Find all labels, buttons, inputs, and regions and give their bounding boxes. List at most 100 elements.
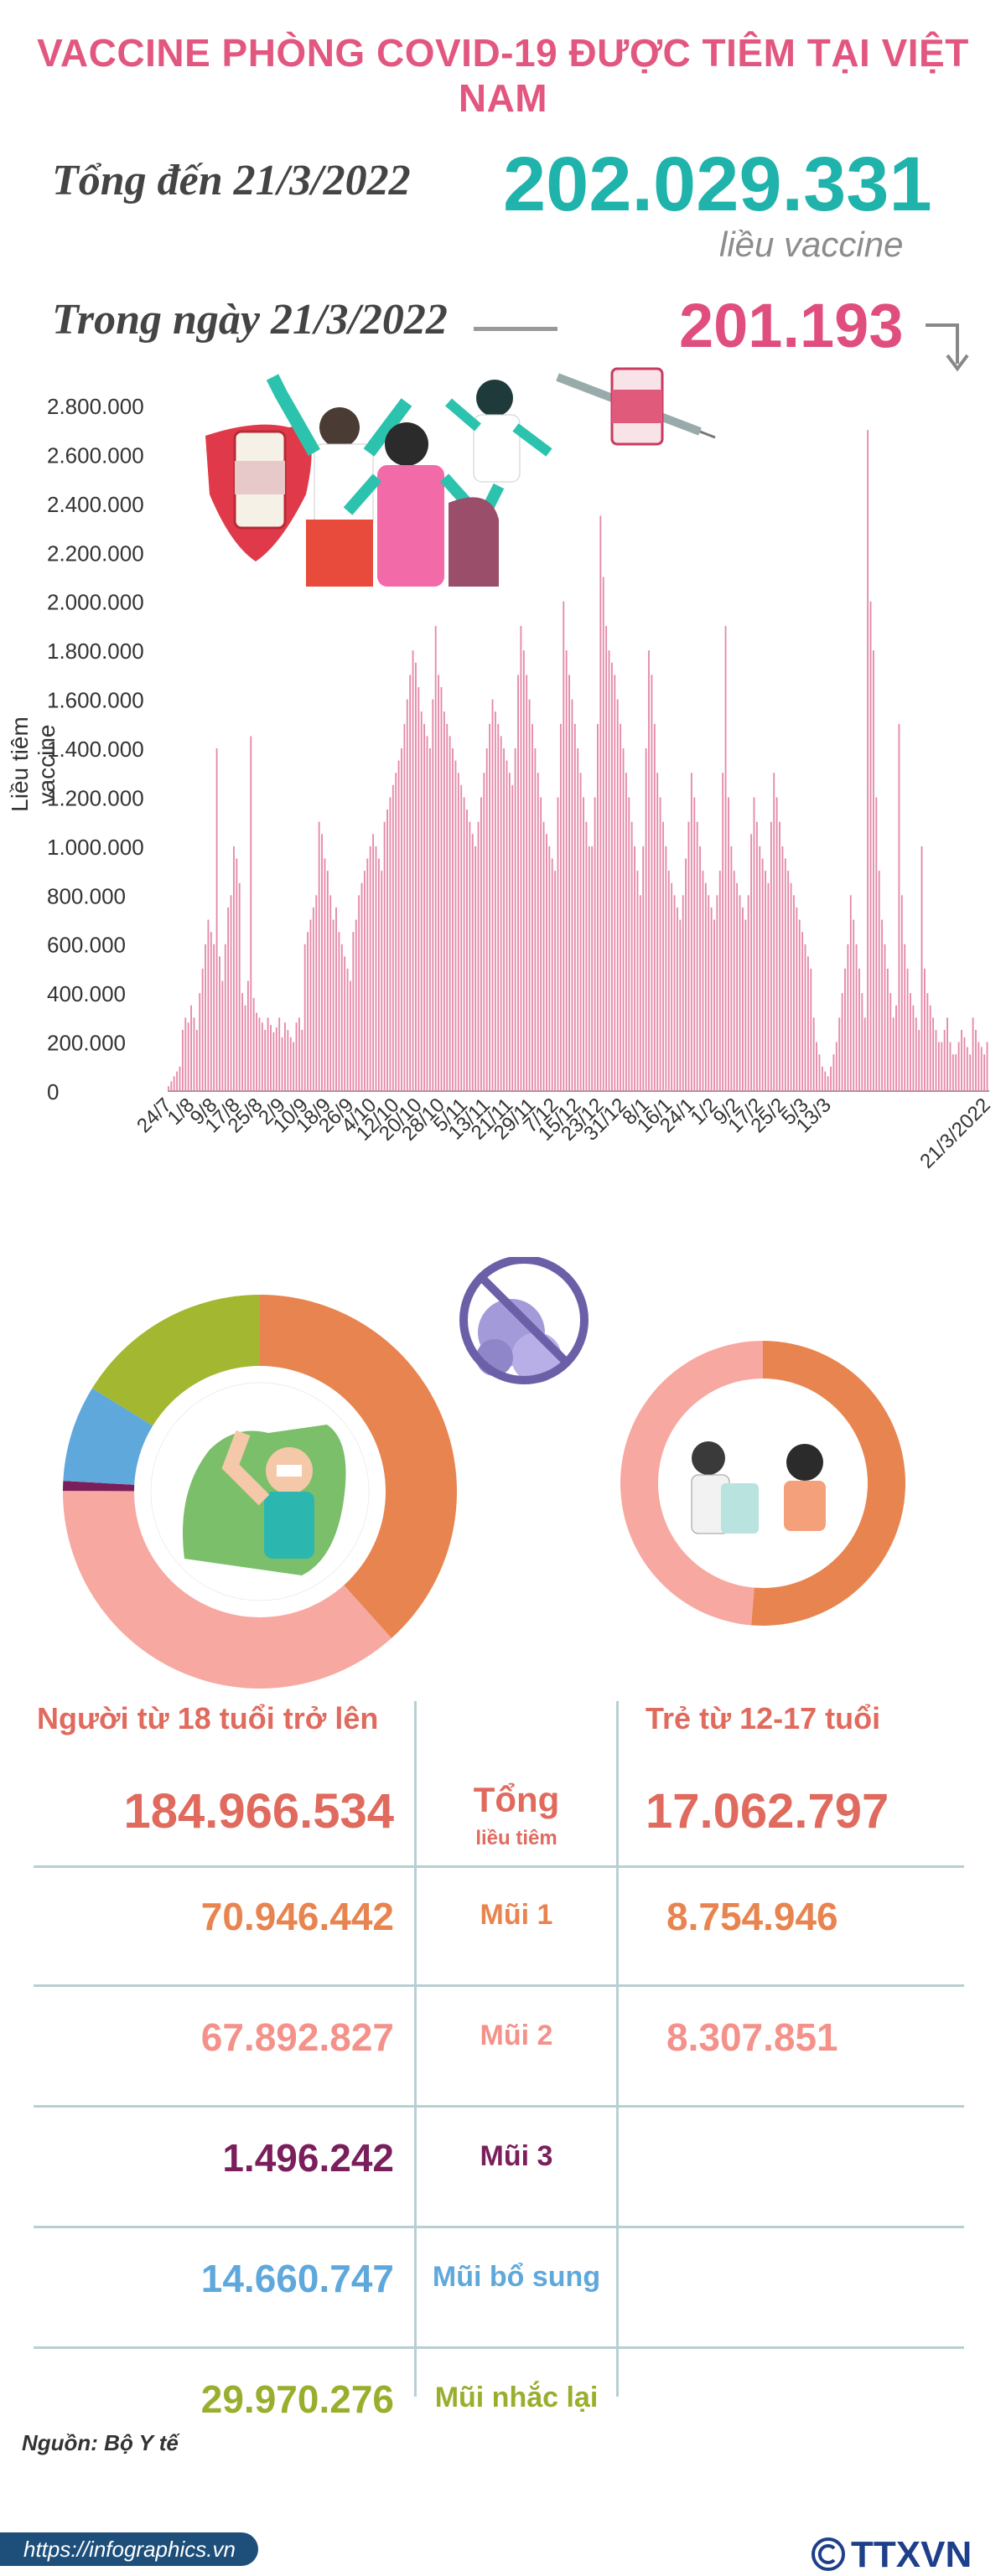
chart-bar — [739, 895, 741, 1091]
chart-bar — [261, 1022, 263, 1091]
page-title: VACCINE PHÒNG COVID-19 ĐƯỢC TIÊM TẠI VIỆ… — [37, 31, 969, 120]
chart-bar — [213, 944, 215, 1091]
chart-bar — [179, 1066, 181, 1091]
col-header-kids: Trẻ từ 12-17 tuổi — [646, 1701, 881, 1735]
chart-bar — [312, 907, 314, 1091]
y-tick-label: 2.200.000 — [47, 541, 144, 566]
chart-bar — [980, 1047, 983, 1091]
y-tick-label: 1.000.000 — [47, 835, 144, 860]
chart-bar — [270, 1025, 272, 1091]
chart-bar — [338, 932, 340, 1091]
chart-bar — [201, 968, 204, 1091]
chart-bar — [665, 846, 667, 1091]
chart-bar — [508, 773, 511, 1091]
chart-bar — [886, 968, 889, 1091]
chart-bar — [454, 760, 457, 1091]
chart-bar — [977, 1042, 980, 1091]
chart-bar — [653, 723, 656, 1091]
chart-bar — [559, 723, 562, 1091]
chart-bar — [827, 1076, 829, 1091]
chart-bar — [485, 748, 488, 1091]
chart-bar — [841, 993, 843, 1091]
chart-bar — [708, 895, 710, 1091]
chart-bar — [489, 723, 491, 1091]
chart-bar — [687, 821, 690, 1091]
donut-slice — [620, 1341, 763, 1626]
chart-bar — [983, 1054, 986, 1091]
chart-bar — [724, 625, 727, 1091]
chart-bar — [784, 858, 786, 1091]
table-row-separator — [34, 1865, 964, 1868]
adult-dose-value: 67.892.827 — [200, 2015, 394, 2059]
chart-bar — [767, 882, 770, 1091]
total-adults-value: 184.966.534 — [123, 1784, 394, 1839]
chart-bar — [500, 736, 502, 1091]
chart-bar — [579, 773, 582, 1091]
chart-bar — [412, 650, 414, 1091]
y-tick-label: 2.800.000 — [47, 394, 144, 419]
chart-bar — [915, 1017, 917, 1091]
chart-bar — [551, 858, 553, 1091]
chart-bar — [540, 797, 542, 1091]
chart-bar — [957, 1042, 960, 1091]
chart-bar — [730, 846, 733, 1091]
chart-bar — [673, 895, 676, 1091]
chart-bar — [275, 1027, 277, 1091]
chart-bar — [193, 1017, 195, 1091]
chart-bar — [344, 956, 346, 1091]
chart-bar — [477, 821, 480, 1091]
site-url[interactable]: https://infographics.vn — [23, 2537, 236, 2562]
chart-bar — [434, 625, 437, 1091]
chart-bar — [685, 858, 687, 1091]
chart-bar — [443, 711, 445, 1091]
y-tick-label: 800.000 — [47, 883, 126, 908]
chart-bar — [307, 932, 309, 1091]
chart-bar — [267, 1017, 269, 1091]
chart-bar — [232, 846, 235, 1091]
chart-bar — [190, 1005, 192, 1091]
chart-bar — [403, 723, 406, 1091]
chart-bar — [358, 895, 360, 1091]
chart-bar — [900, 895, 903, 1091]
chart-bar — [244, 1005, 246, 1091]
chart-bar — [423, 723, 426, 1091]
chart-bar — [634, 846, 635, 1091]
y-tick-label: 600.000 — [47, 933, 126, 958]
chart-bar — [272, 1032, 275, 1091]
chart-bar — [952, 1054, 954, 1091]
chart-bar — [528, 699, 531, 1091]
dose-label: Mũi 2 — [480, 2020, 553, 2051]
chart-bar — [798, 919, 801, 1091]
chart-bar — [352, 932, 355, 1091]
day-label-connector — [474, 327, 557, 331]
chart-bar — [187, 1022, 189, 1091]
chart-bar — [557, 797, 559, 1091]
chart-bar — [449, 736, 451, 1091]
chart-bar — [236, 858, 238, 1091]
chart-bar — [610, 662, 613, 1091]
chart-bar — [690, 773, 692, 1091]
x-tick-label: 21/3/2022 — [915, 1094, 995, 1173]
chart-bar — [219, 956, 220, 1091]
chart-bar — [924, 968, 926, 1091]
chart-bar — [801, 932, 804, 1091]
chart-bar — [753, 797, 755, 1091]
source-note: Nguồn: Bộ Y tế — [22, 2430, 179, 2455]
y-tick-label: 2.600.000 — [47, 442, 144, 468]
chart-bar — [506, 760, 508, 1091]
chart-bar — [318, 821, 320, 1091]
chart-bar — [775, 797, 778, 1091]
chart-bar — [946, 1017, 948, 1091]
chart-bar — [287, 1029, 289, 1091]
donut-slice — [63, 1388, 160, 1486]
chart-bar — [935, 1029, 937, 1091]
chart-bar — [577, 748, 579, 1091]
muscle-arm-icon — [183, 1425, 346, 1575]
chart-bar — [227, 907, 230, 1091]
no-virus-icon — [459, 1257, 589, 1384]
chart-bar — [207, 919, 210, 1091]
chart-bar — [892, 1017, 895, 1091]
chart-bar — [620, 723, 622, 1091]
agency-logo: TTXVN — [851, 2534, 972, 2575]
chart-bar — [790, 882, 792, 1091]
